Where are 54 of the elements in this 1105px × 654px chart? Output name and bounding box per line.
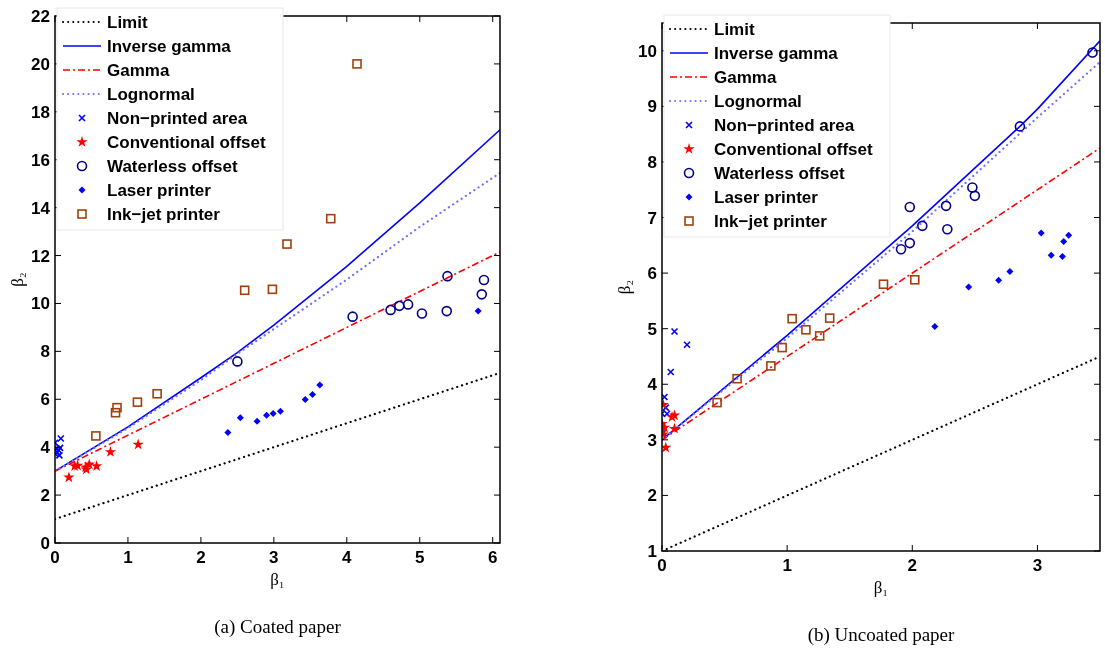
legend-label: Conventional offset (107, 133, 267, 152)
legend-label: Laser printer (107, 181, 212, 200)
y-tick-label: 12 (31, 246, 50, 266)
legend-label: Limit (107, 13, 148, 32)
text: (b) Uncoated paper (807, 624, 955, 646)
x-tick-label: 2 (907, 556, 918, 575)
y-tick-label: 22 (31, 7, 50, 26)
y-tick-label: 3 (647, 430, 657, 450)
x-tick-label: 1 (123, 548, 133, 567)
y-tick-label: 5 (647, 319, 657, 339)
x-tick-label: 6 (487, 548, 498, 567)
legend-label: Waterless offset (714, 164, 846, 183)
y-tick-label: 2 (647, 486, 657, 506)
x-axis-title: β₁ (873, 578, 889, 597)
text: (a) Coated paper (214, 616, 342, 638)
legend-label: Gamma (714, 68, 777, 87)
x-axis-title: β₁ (270, 570, 285, 589)
y-tick-label: 6 (40, 390, 50, 410)
legend-label: Non−printed area (714, 116, 855, 135)
y-tick-label: 10 (31, 294, 50, 314)
legend-label: Waterless offset (107, 157, 239, 176)
y-tick-label: 16 (31, 150, 50, 170)
y-tick-label: 2 (40, 486, 50, 506)
y-tick-label: 8 (647, 152, 657, 172)
y-axis-title: β₂ (615, 279, 634, 295)
legend-label: Laser printer (714, 188, 819, 207)
legend-label: Lognormal (714, 92, 802, 111)
legend-label: Ink−jet printer (714, 212, 828, 231)
x-tick-label: 3 (269, 548, 279, 567)
y-axis-title: β₂ (8, 272, 27, 287)
y-tick-label: 6 (647, 264, 657, 284)
y-tick-label: 4 (40, 438, 51, 458)
y-tick-label: 8 (40, 342, 50, 362)
x-tick-label: 2 (196, 548, 206, 567)
x-tick-label: 4 (342, 548, 353, 567)
y-tick-label: 18 (31, 102, 50, 122)
y-tick-label: 9 (647, 97, 657, 117)
legend-label: Limit (714, 20, 755, 39)
y-tick-label: 20 (31, 54, 50, 74)
legend-label: Ink−jet printer (107, 205, 221, 224)
x-tick-label: 1 (782, 556, 792, 575)
legend-label: Non−printed area (107, 109, 248, 128)
legend-label: Inverse gamma (714, 44, 839, 63)
y-tick-label: 14 (31, 198, 51, 218)
legend-label: Conventional offset (714, 140, 874, 159)
x-tick-label: 5 (415, 548, 425, 567)
y-tick-label: 10 (638, 41, 657, 61)
legend-label: Inverse gamma (107, 37, 232, 56)
y-tick-label: 0 (40, 534, 50, 553)
legend-label: Gamma (107, 61, 170, 80)
y-tick-label: 7 (647, 208, 657, 228)
legend-label: Lognormal (107, 85, 195, 104)
x-tick-label: 3 (1032, 556, 1043, 575)
y-tick-label: 4 (647, 375, 658, 395)
